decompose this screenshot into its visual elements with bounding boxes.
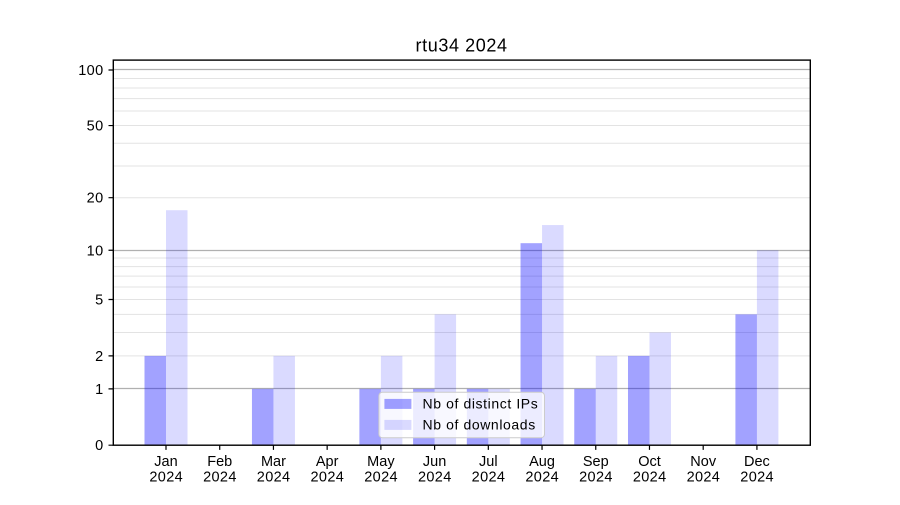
- svg-text:Feb: Feb: [207, 454, 232, 470]
- svg-text:May: May: [367, 454, 395, 470]
- svg-text:2024: 2024: [418, 470, 452, 486]
- svg-text:1: 1: [95, 382, 103, 398]
- svg-text:Mar: Mar: [261, 454, 286, 470]
- svg-text:2024: 2024: [687, 470, 721, 486]
- svg-text:Nov: Nov: [690, 454, 717, 470]
- svg-text:Jul: Jul: [479, 454, 498, 470]
- svg-text:2024: 2024: [472, 470, 506, 486]
- svg-text:Oct: Oct: [638, 454, 661, 470]
- svg-text:Nb of downloads: Nb of downloads: [423, 417, 536, 433]
- svg-text:2024: 2024: [740, 470, 774, 486]
- svg-text:100: 100: [78, 63, 103, 79]
- svg-text:Aug: Aug: [529, 454, 555, 470]
- svg-text:Nb of distinct IPs: Nb of distinct IPs: [423, 396, 539, 412]
- svg-text:2024: 2024: [257, 470, 291, 486]
- svg-text:2024: 2024: [364, 470, 398, 486]
- svg-text:2024: 2024: [311, 470, 345, 486]
- svg-text:2024: 2024: [203, 470, 237, 486]
- svg-text:Dec: Dec: [744, 454, 770, 470]
- svg-text:rtu34 2024: rtu34 2024: [416, 35, 508, 55]
- svg-text:2024: 2024: [149, 470, 183, 486]
- svg-text:10: 10: [87, 243, 104, 259]
- svg-text:Apr: Apr: [316, 454, 339, 470]
- svg-text:2: 2: [95, 349, 103, 365]
- svg-text:0: 0: [95, 438, 103, 454]
- svg-text:50: 50: [87, 119, 104, 135]
- svg-text:2024: 2024: [579, 470, 613, 486]
- svg-text:2024: 2024: [633, 470, 667, 486]
- svg-text:Sep: Sep: [583, 454, 609, 470]
- svg-text:2024: 2024: [525, 470, 559, 486]
- svg-text:Jan: Jan: [154, 454, 177, 470]
- svg-text:Jun: Jun: [423, 454, 446, 470]
- svg-text:20: 20: [87, 191, 104, 207]
- svg-text:5: 5: [95, 293, 103, 309]
